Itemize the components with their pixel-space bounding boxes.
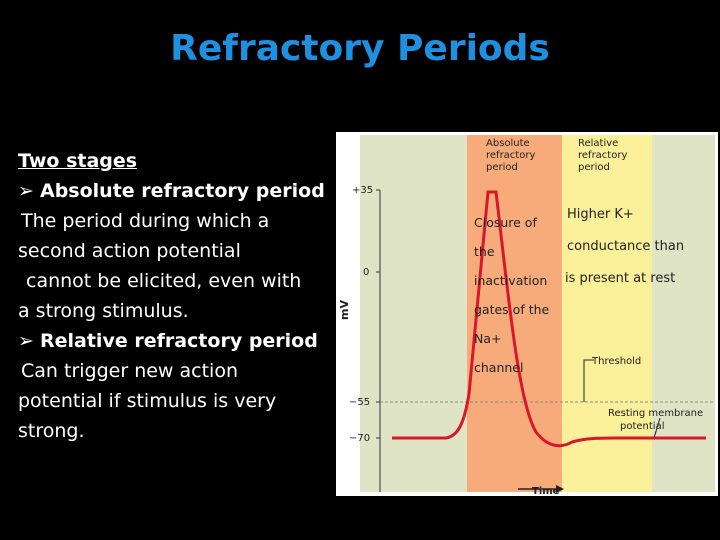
arrow-bullet-icon: ➢ (18, 330, 34, 352)
threshold-pointer (583, 359, 594, 402)
k-conductance-annotation: Higher K+ conductance than is present at… (565, 207, 685, 286)
tick-label: 0 (363, 267, 369, 278)
text-relative-line: strong. (18, 420, 85, 442)
resting-label: potential (620, 421, 664, 432)
resting-pointer (653, 417, 661, 439)
absolute-zone-label: period (486, 162, 518, 173)
slide-title: Refractory Periods (170, 28, 550, 69)
threshold-label: Threshold (591, 356, 641, 367)
tick-label: −55 (349, 397, 370, 408)
text-absolute-line: The period during which a (21, 210, 270, 232)
relative-zone-label: Relative (578, 138, 618, 149)
bullet-relative: ➢ Relative refractory period (18, 326, 328, 356)
absolute-zone-label: Absolute (486, 138, 530, 149)
text-absolute-line: second action potential (18, 240, 241, 262)
text-absolute-line: cannot be elicited, even with (26, 270, 302, 292)
absolute-zone-label: refractory (486, 150, 535, 161)
left-text-block: Two stages ➢ Absolute refractory period T… (18, 146, 328, 446)
relative-zone-label: refractory (578, 150, 627, 161)
tick-label: −70 (349, 433, 370, 444)
bullet-absolute: ➢ Absolute refractory period (18, 176, 328, 206)
arrow-bullet-icon: ➢ (18, 180, 34, 202)
heading-two-stages: Two stages (18, 150, 138, 172)
time-arrow-head-icon (556, 485, 564, 493)
text-relative-line: potential if stimulus is very (18, 390, 277, 412)
resting-label: Resting membrane (608, 408, 703, 419)
text-absolute-line: a strong stimulus. (18, 300, 189, 322)
y-axis-label: mV (338, 300, 351, 320)
tick-label: +35 (352, 185, 373, 196)
action-potential-diagram: Absolute refractory period Relative refr… (336, 132, 718, 496)
relative-refractory-zone (562, 135, 652, 492)
relative-zone-label: period (578, 162, 610, 173)
x-axis-label: Time (532, 486, 560, 496)
absolute-refractory-zone (467, 135, 562, 492)
action-potential-trace (392, 190, 706, 448)
na-channel-annotation: Closure of the inactivation gates of the… (474, 215, 550, 375)
text-relative-line: Can trigger new action (21, 360, 238, 382)
